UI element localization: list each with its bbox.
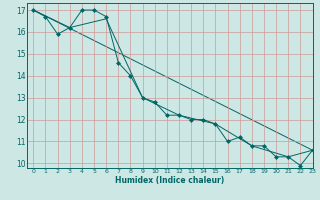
X-axis label: Humidex (Indice chaleur): Humidex (Indice chaleur) (115, 176, 225, 185)
